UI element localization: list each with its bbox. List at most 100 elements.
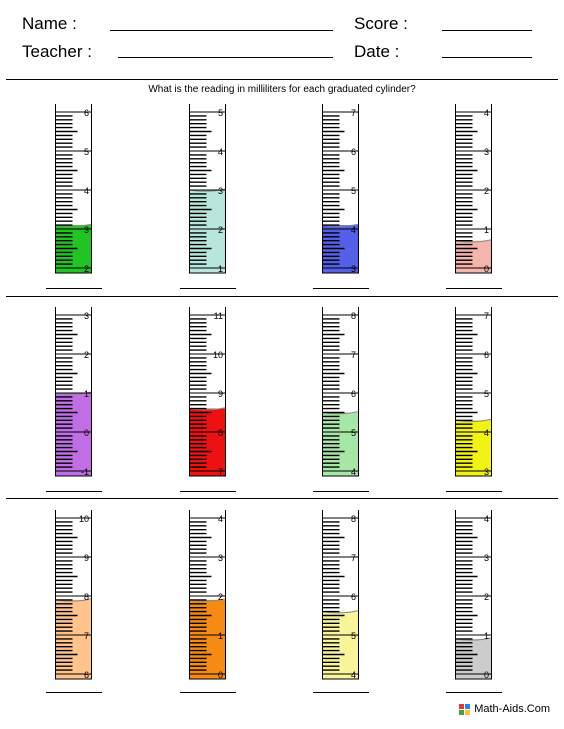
tick-label: 3	[484, 467, 489, 477]
tick-label: 5	[84, 147, 89, 157]
tick-label: 0	[484, 264, 489, 274]
logo-cell-blue	[465, 703, 471, 709]
header-divider	[6, 79, 558, 80]
logo-cell-green	[459, 709, 465, 715]
score-line[interactable]	[442, 30, 532, 31]
tick-label: 3	[484, 147, 489, 157]
cylinder-7: 8 7 6 5 4	[322, 307, 359, 477]
tick-label: 5	[218, 108, 223, 118]
answer-line-2[interactable]	[180, 288, 236, 289]
answer-line-8[interactable]	[446, 491, 502, 492]
answer-line-10[interactable]	[180, 692, 236, 693]
name-label: Name :	[22, 14, 77, 33]
tick-label: 4	[351, 670, 356, 680]
tube-outline	[322, 307, 359, 477]
row-divider-1	[6, 296, 558, 297]
tick-label: 8	[351, 311, 356, 321]
question-text: What is the reading in milliliters for e…	[148, 84, 416, 95]
date-label: Date :	[354, 42, 400, 61]
tube-outline	[55, 104, 92, 274]
tube-outline	[189, 104, 226, 274]
tick-label: 6	[351, 592, 356, 602]
cylinder-8: 7 6 5 4 3	[455, 307, 492, 477]
date-line[interactable]	[442, 57, 532, 58]
tick-label: 6	[351, 147, 356, 157]
tick-label: -1	[81, 467, 89, 477]
tube-outline	[55, 510, 92, 680]
tick-label: 1	[484, 225, 489, 235]
tick-label: 8	[351, 514, 356, 524]
tick-label: 1	[218, 631, 223, 641]
tick-label: 7	[351, 553, 356, 563]
tick-label: 4	[484, 428, 489, 438]
tick-label: 5	[351, 631, 356, 641]
row-divider-2	[6, 498, 558, 499]
tube-outline	[189, 510, 226, 680]
tick-label: 9	[218, 389, 223, 399]
tube-outline	[189, 307, 226, 477]
answer-line-11[interactable]	[313, 692, 369, 693]
tick-label: 1	[218, 264, 223, 274]
answer-line-4[interactable]	[446, 288, 502, 289]
tick-label: 6	[484, 350, 489, 360]
tick-label: 3	[218, 553, 223, 563]
cylinder-10: 4 3 2 1 0	[189, 510, 226, 680]
tick-label: 2	[484, 186, 489, 196]
answer-line-1[interactable]	[46, 288, 102, 289]
liquid-fill	[189, 190, 226, 273]
tick-label: 4	[351, 225, 356, 235]
tick-label: 8	[84, 592, 89, 602]
answer-line-7[interactable]	[313, 491, 369, 492]
cylinder-5: 3 2 1 0 -1	[55, 307, 92, 477]
tube-outline	[455, 510, 492, 680]
liquid-fill	[189, 408, 226, 476]
liquid-fill	[55, 393, 92, 476]
name-line[interactable]	[110, 30, 333, 31]
tick-label: 3	[84, 225, 89, 235]
tick-label: 7	[484, 311, 489, 321]
cylinder-12: 4 3 2 1 0	[455, 510, 492, 680]
tick-label: 6	[84, 108, 89, 118]
logo-cell-red	[459, 703, 465, 709]
tick-label: 1	[484, 631, 489, 641]
cylinder-1: 6 5 4 3 2	[55, 104, 92, 274]
cylinder-2: 5 4 3 2 1	[189, 104, 226, 274]
tick-label: 0	[218, 670, 223, 680]
answer-line-5[interactable]	[46, 491, 102, 492]
tube-outline	[455, 307, 492, 477]
tick-label: 4	[218, 147, 223, 157]
tick-label: 7	[351, 350, 356, 360]
tick-label: 4	[351, 467, 356, 477]
tick-label: 2	[84, 264, 89, 274]
answer-line-6[interactable]	[180, 491, 236, 492]
tick-label: 3	[218, 186, 223, 196]
tick-label: 11	[214, 311, 223, 321]
cylinder-11: 8 7 6 5 4	[322, 510, 359, 680]
score-label: Score :	[354, 14, 408, 33]
answer-line-12[interactable]	[446, 692, 502, 693]
tick-label: 3	[484, 553, 489, 563]
cylinder-3: 7 6 5 4 3	[322, 104, 359, 274]
tick-label: 7	[351, 108, 356, 118]
tick-label: 0	[84, 428, 89, 438]
cylinder-4: 4 3 2 1 0	[455, 104, 492, 274]
tick-label: 9	[84, 553, 89, 563]
cylinder-6: 11 10 9 8 7	[189, 307, 226, 477]
tick-label: 4	[484, 108, 489, 118]
tick-label: 0	[484, 670, 489, 680]
tick-label: 10	[79, 514, 89, 524]
tube-outline	[455, 104, 492, 274]
logo-cell-yellow	[465, 709, 471, 715]
tick-label: 10	[213, 350, 223, 360]
tick-label: 7	[84, 631, 89, 641]
footer: Math-Aids.Com	[459, 703, 550, 715]
footer-site-text: Math-Aids.Com	[474, 703, 550, 715]
tube-outline	[322, 104, 359, 274]
tick-label: 8	[218, 428, 223, 438]
answer-line-9[interactable]	[46, 692, 102, 693]
answer-line-3[interactable]	[313, 288, 369, 289]
tick-label: 5	[351, 186, 356, 196]
tick-label: 2	[484, 592, 489, 602]
teacher-line[interactable]	[118, 57, 333, 58]
teacher-label: Teacher :	[22, 42, 92, 61]
